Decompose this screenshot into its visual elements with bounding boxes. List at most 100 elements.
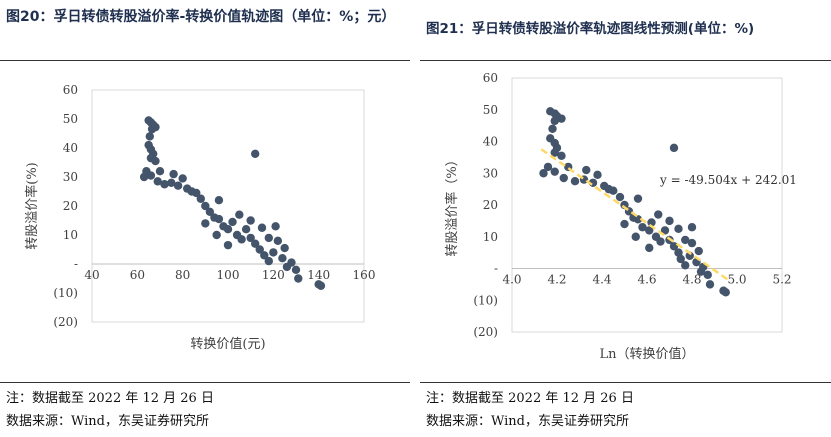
data-point	[246, 216, 255, 225]
trend-equation-label: y = -49.504x + 242.01	[659, 173, 797, 187]
data-source: 数据来源：Wind，东吴证券研究所	[426, 414, 629, 429]
y-tick-label: (10)	[53, 286, 78, 300]
data-point	[550, 148, 559, 157]
trend-line	[540, 148, 731, 283]
data-point	[620, 219, 629, 229]
series-points	[139, 116, 326, 290]
data-point	[257, 223, 267, 232]
data-point	[557, 151, 566, 160]
y-tick-label: 10	[483, 230, 498, 244]
data-point	[223, 240, 233, 250]
data-point	[251, 149, 260, 158]
x-tick-label: 4.6	[637, 273, 656, 287]
data-point	[316, 281, 326, 290]
x-tick-label: 4.8	[682, 273, 701, 287]
data-point	[694, 246, 703, 256]
data-point	[223, 225, 233, 234]
data-point	[665, 216, 674, 226]
data-point	[271, 222, 280, 231]
data-point	[214, 196, 224, 205]
data-point	[615, 192, 625, 202]
y-tick-label: (10)	[473, 293, 498, 307]
data-point	[155, 167, 165, 176]
data-point	[167, 178, 176, 187]
data-point	[145, 132, 154, 141]
data-point	[264, 256, 273, 266]
data-point	[201, 219, 210, 228]
data-point	[647, 218, 656, 227]
data-point	[173, 181, 183, 190]
y-tick-label: 20	[483, 198, 498, 212]
data-point	[196, 194, 205, 203]
y-tick-label: (20)	[473, 325, 498, 339]
data-point	[169, 169, 178, 179]
x-tick-label: 160	[353, 268, 376, 282]
plot-area	[91, 89, 365, 323]
y-tick-label: 10	[63, 228, 78, 242]
data-point	[160, 180, 169, 189]
y-axis-title: 转股溢价率（%）	[444, 153, 460, 256]
data-point	[241, 225, 251, 234]
data-point	[280, 243, 289, 253]
y-tick-label: 40	[483, 135, 498, 149]
data-note: 注：数据截至 2022 年 12 月 26 日	[6, 391, 214, 406]
x-axis-title: 转换价值(元)	[190, 336, 265, 352]
data-point	[570, 176, 580, 186]
data-note: 注：数据截至 2022 年 12 月 26 日	[426, 391, 634, 406]
data-point	[687, 223, 697, 232]
data-point	[214, 214, 224, 224]
premium-linear-forecast-chart: 4.0 4.2 4.4 4.6 4.8 5.0 5.2 60 50 40 30 20 10 - (10) (2…	[444, 71, 797, 362]
data-point	[633, 194, 643, 203]
data-point	[631, 232, 640, 241]
data-point	[582, 165, 591, 175]
data-point	[559, 173, 568, 183]
x-tick-label: 4.0	[502, 273, 521, 287]
data-point	[153, 177, 162, 186]
data-point	[273, 236, 283, 245]
data-point	[656, 237, 665, 246]
plot-area	[511, 77, 783, 333]
y-tick-label: 20	[63, 199, 78, 213]
data-point	[201, 201, 210, 211]
data-point	[548, 124, 557, 133]
data-point	[609, 186, 618, 195]
y-tick-label: 60	[483, 71, 498, 85]
x-tick-label: 60	[130, 268, 145, 282]
data-point	[543, 162, 553, 172]
data-point	[147, 124, 157, 134]
footer-rule	[0, 382, 410, 383]
figure-title: 图20：孚日转债转股溢价率-转换价值轨迹图（单位：%；元）	[6, 9, 396, 25]
figure-title: 图21：孚日转债转股溢价率轨迹图线性预测(单位：%)	[426, 21, 755, 37]
data-point	[721, 288, 730, 297]
data-point	[151, 156, 160, 166]
data-point	[269, 248, 278, 257]
premium-vs-conversion-value-chart: 40 60 80 100 120 140 160 60 50 40 30 20 10 - (10) (20) 转…	[24, 83, 376, 352]
x-tick-label: 100	[217, 268, 240, 282]
data-source: 数据来源：Wind，东吴证券研究所	[6, 414, 209, 429]
data-point	[676, 254, 685, 264]
y-tick-label: 30	[63, 170, 78, 184]
data-point	[633, 215, 643, 224]
data-point	[260, 251, 269, 260]
y-tick-label: 50	[483, 103, 498, 117]
x-axis-title: Ln（转换价值）	[599, 346, 694, 362]
y-tick-label: -	[74, 257, 78, 271]
figure-20: 图20：孚日转债转股溢价率-转换价值轨迹图（单位：%；元） 40 60 80 100 1…	[0, 0, 410, 437]
x-tick-label: 40	[84, 268, 99, 282]
data-point	[287, 258, 296, 267]
y-axis-title: 转股溢价率(%)	[24, 162, 40, 250]
data-point	[212, 230, 221, 240]
footer-rule	[420, 382, 831, 383]
x-tick-label: 5.0	[727, 273, 746, 287]
data-point	[681, 235, 690, 245]
x-tick-label: 4.4	[592, 273, 611, 287]
data-point	[237, 235, 246, 244]
data-point	[178, 174, 187, 183]
data-point	[638, 223, 647, 232]
data-point	[139, 172, 149, 182]
y-tick-label: (20)	[53, 315, 78, 329]
data-point	[593, 170, 602, 180]
data-point	[294, 274, 303, 283]
data-point	[146, 171, 156, 180]
x-tick-label: 120	[262, 268, 285, 282]
